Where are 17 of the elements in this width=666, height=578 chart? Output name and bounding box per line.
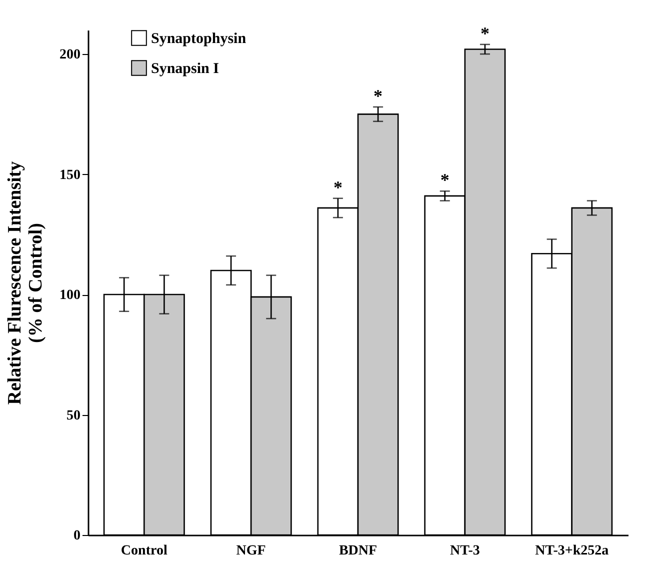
x-tick-label: NGF: [236, 544, 266, 558]
y-tick-label: 100: [60, 288, 80, 304]
data-label: *: [374, 86, 383, 106]
legend-label: Synapsin I: [151, 61, 220, 77]
x-tick-label: NT-3: [450, 544, 480, 558]
legend-label: Synaptophysin: [151, 31, 247, 47]
y-tick-label: 200: [60, 48, 80, 63]
y-tick-label: 150: [60, 168, 80, 183]
data-label: *: [333, 177, 342, 198]
data-label: *: [440, 170, 450, 190]
x-tick-label: NT-3+k252a: [535, 544, 609, 558]
x-tick-label: BDNF: [338, 544, 378, 558]
y-tick-label: 0: [74, 528, 80, 544]
y-axis-title: Relative Flurescence Intensity (% of Control): [4, 160, 46, 405]
x-tick-label: Control: [120, 544, 168, 558]
y-tick-label: 50: [66, 408, 80, 424]
data-label: *: [480, 23, 490, 44]
